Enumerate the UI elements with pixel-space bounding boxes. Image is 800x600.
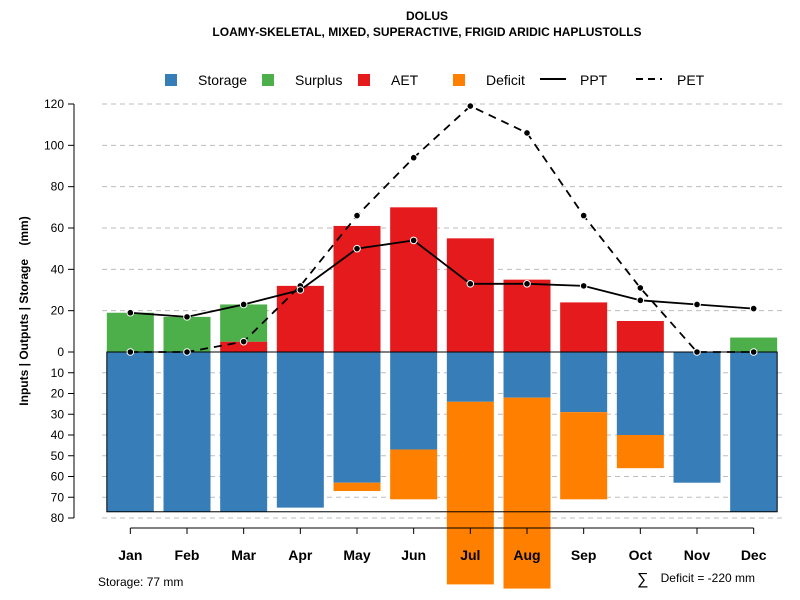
ppt-line (130, 239, 754, 318)
ppt-point (579, 282, 588, 290)
deficit-bar (390, 449, 438, 500)
y-tick-label: 80 (51, 511, 65, 525)
aet-bar (333, 225, 381, 352)
pet-point (183, 348, 191, 356)
storage-bar (560, 352, 608, 413)
x-tick-label: Dec (741, 547, 767, 563)
legend-label-surplus: Surplus (295, 72, 342, 88)
y-tick-label: 100 (44, 138, 64, 152)
ppt-point (749, 304, 758, 313)
x-tick-label: Jun (401, 547, 426, 563)
ppt-point (296, 286, 305, 294)
sum-symbol-icon: ∑ (637, 571, 648, 588)
chart-subtitle: LOAMY-SKELETAL, MIXED, SUPERACTIVE, FRIG… (212, 25, 641, 39)
deficit-bar (503, 397, 551, 589)
y-tick-label: 60 (51, 470, 65, 484)
deficit-bar (616, 435, 664, 469)
storage-bar (333, 352, 381, 483)
storage-bar (276, 352, 324, 508)
y-tick-label: 120 (44, 97, 64, 111)
y-tick-label: 10 (51, 366, 65, 380)
aet-bar (560, 302, 608, 352)
legend-label-deficit: Deficit (486, 72, 525, 88)
legend-swatch-aet (358, 74, 370, 86)
y-tick-label: 0 (57, 345, 64, 359)
y-tick-label: 50 (51, 449, 65, 463)
surplus-bar (163, 316, 211, 352)
x-tick-label: Sep (571, 547, 597, 563)
pet-line (130, 104, 754, 353)
y-tick-label: 40 (51, 428, 65, 442)
y-tick-label: 70 (51, 490, 65, 504)
pet-point (693, 348, 701, 356)
storage-bar (616, 352, 664, 435)
storage-bar (673, 352, 721, 483)
storage-bar (106, 352, 154, 512)
legend-label-storage: Storage (198, 72, 247, 88)
storage-note: Storage: 77 mm (98, 575, 183, 589)
ppt-point (183, 313, 191, 321)
legend-label-aet: AET (391, 72, 419, 88)
legend-label-ppt: PPT (580, 72, 608, 88)
x-tick-label: Apr (288, 547, 313, 563)
ppt-point (523, 280, 531, 288)
storage-bar (390, 352, 438, 450)
x-tick-label: May (343, 547, 370, 563)
aet-bar (616, 321, 664, 352)
ppt-point (353, 244, 361, 253)
storage-bar (446, 352, 494, 402)
ppt-point (409, 236, 418, 245)
ppt-point (693, 300, 701, 309)
aet-bar (390, 207, 438, 352)
legend-swatch-deficit (453, 74, 465, 86)
y-tick-label: 40 (51, 262, 65, 276)
pet-point (126, 348, 135, 356)
ppt-point (126, 308, 135, 317)
y-tick-label: 80 (51, 180, 65, 194)
pet-point (636, 284, 645, 292)
aet-bar (503, 279, 551, 352)
legend-swatch-surplus (262, 74, 274, 86)
x-tick-label: Mar (231, 547, 256, 563)
deficit-note: Deficit = -220 mm (661, 571, 755, 585)
pet-point (749, 348, 758, 356)
x-tick-label: Aug (513, 547, 540, 563)
x-tick-label: Jan (118, 547, 142, 563)
y-tick-label: 30 (51, 407, 65, 421)
pet-point (466, 102, 475, 110)
ppt-point (239, 300, 248, 309)
surplus-bar (220, 304, 268, 342)
surplus-bar (106, 312, 154, 352)
deficit-bar (560, 412, 608, 500)
storage-bar (220, 352, 268, 512)
y-tick-label: 60 (51, 221, 65, 235)
x-tick-label: Nov (684, 547, 711, 563)
storage-bar (503, 352, 551, 398)
storage-bar (730, 352, 778, 512)
aet-bar (446, 238, 494, 352)
y-tick-label: 20 (51, 387, 65, 401)
legend-label-pet: PET (677, 72, 705, 88)
deficit-bar (333, 482, 381, 492)
pet-point (353, 211, 361, 220)
pet-point (409, 153, 418, 162)
pet-point (579, 211, 588, 220)
surplus-bar (730, 337, 778, 352)
pet-point (239, 337, 248, 346)
x-tick-label: Jul (460, 547, 480, 563)
storage-bar (163, 352, 211, 512)
x-tick-label: Oct (629, 547, 653, 563)
ppt-point (466, 280, 475, 288)
x-tick-label: Feb (175, 547, 200, 563)
pet-point (523, 129, 531, 137)
deficit-bar (446, 401, 494, 585)
ppt-point (636, 296, 645, 305)
chart-title: DOLUS (406, 9, 448, 23)
legend-swatch-storage (165, 74, 177, 86)
aet-bar (220, 341, 268, 352)
y-axis-label: Inputs | Outputs | Storage (mm) (17, 216, 31, 405)
aet-bar (276, 285, 324, 352)
y-tick-label: 20 (51, 304, 65, 318)
